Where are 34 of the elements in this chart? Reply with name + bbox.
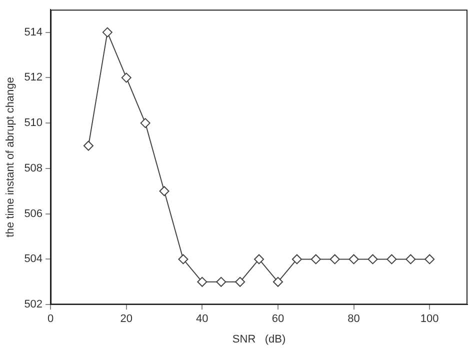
point [330, 254, 340, 264]
x-axis-title: SNR (dB) [232, 333, 286, 346]
x-tick-label: 100 [420, 313, 439, 326]
point [424, 254, 435, 264]
point [216, 276, 226, 287]
point [159, 186, 170, 196]
y-tick-label: 510 [24, 117, 43, 130]
point [368, 254, 378, 264]
x-tick-label: 0 [47, 313, 54, 326]
point [406, 254, 416, 264]
x-tick-label: 20 [120, 313, 132, 326]
point [83, 140, 94, 151]
point [292, 254, 302, 264]
point [348, 254, 359, 264]
point [197, 276, 208, 287]
y-tick-label: 502 [24, 298, 43, 311]
point [310, 254, 321, 264]
point [235, 276, 246, 287]
x-tick-label: 40 [196, 313, 208, 326]
point [272, 276, 283, 287]
y-tick-label: 506 [24, 208, 43, 220]
y-tick-label: 508 [24, 162, 43, 174]
x-tick-label: 60 [272, 313, 284, 326]
y-tick-label: 512 [24, 72, 43, 84]
point [178, 254, 188, 264]
y-tick-label: 514 [24, 26, 43, 38]
y-axis-title: the time instant of abrupt change [4, 76, 17, 238]
y-tick-label: 504 [24, 253, 43, 266]
point [121, 72, 132, 83]
point [254, 254, 264, 264]
x-tick-label: 80 [348, 313, 360, 326]
point [140, 118, 150, 128]
point [102, 27, 112, 38]
point [386, 254, 397, 264]
